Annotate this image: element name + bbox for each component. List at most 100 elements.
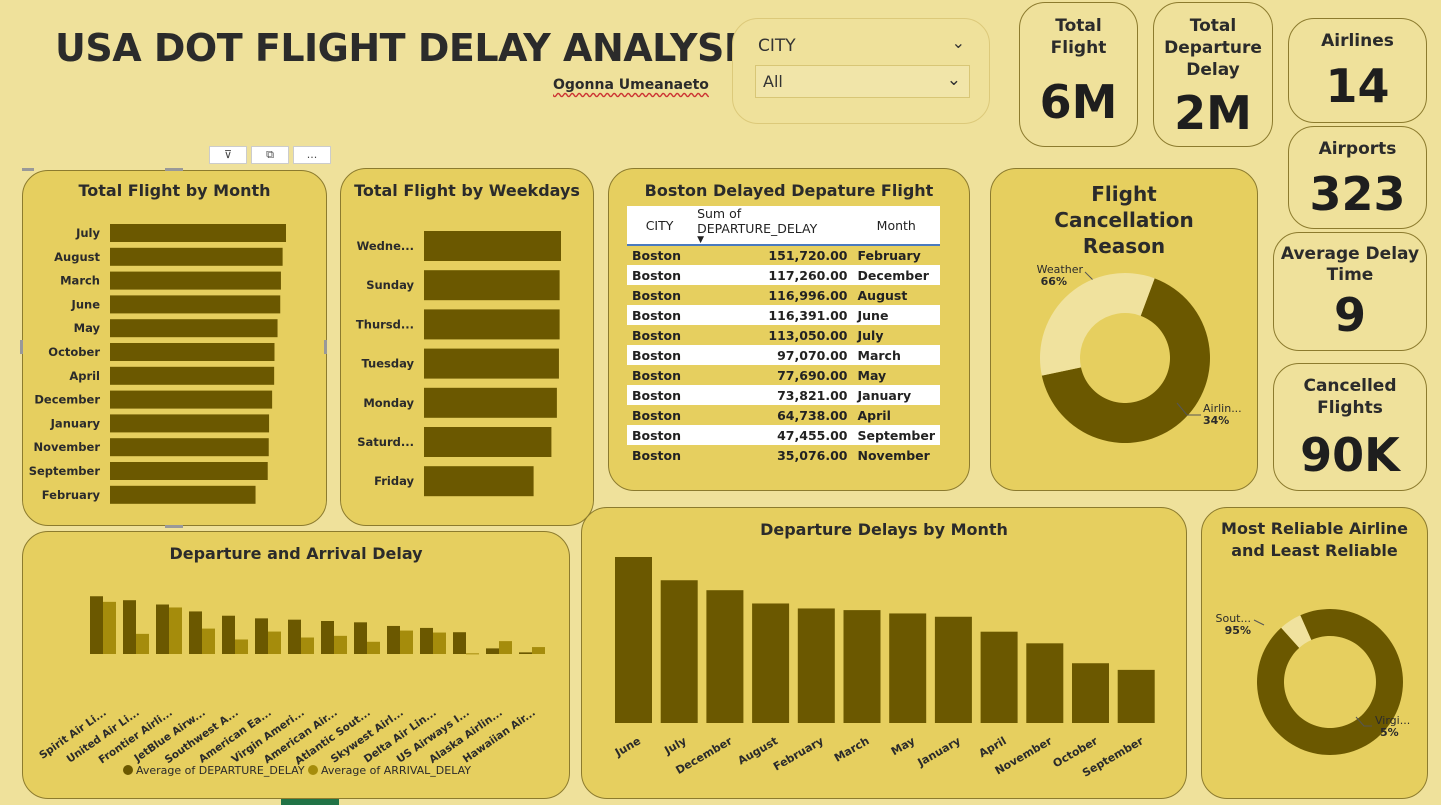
table-row[interactable]: Boston 117,260.00 December xyxy=(627,265,940,285)
cell-city: Boston xyxy=(632,407,682,423)
cell-departure-delay: 35,076.00 xyxy=(777,447,848,463)
reliability-donut-svg: Sout...95% Virgi...5% xyxy=(1216,609,1410,755)
bar-category-label: October xyxy=(48,345,100,359)
chart-departure-arrival-delay[interactable]: Departure and Arrival Delay Spirit Air L… xyxy=(22,531,570,799)
grouped-bar xyxy=(202,628,215,654)
cell-city: Boston xyxy=(627,385,693,405)
bar xyxy=(110,414,270,433)
kpi-cancelled-value: 90K xyxy=(1300,428,1400,482)
grouped-bar xyxy=(268,631,281,654)
donut-slice xyxy=(1041,278,1210,443)
table-row[interactable]: Boston 113,050.00 July xyxy=(627,325,940,345)
donut-slice xyxy=(1281,615,1312,648)
dropdown-arrow-icon[interactable]: ⌄ xyxy=(946,70,961,90)
weekday-bar-svg: Wedne... Sunday Thursd... Tuesday Monday Satu… xyxy=(356,231,561,497)
grouped-bar xyxy=(532,647,545,654)
x-axis-label: February xyxy=(771,734,826,773)
chart-total-flight-by-month[interactable]: Total Flight by Month July August March Jun… xyxy=(22,170,327,526)
bar xyxy=(110,319,278,338)
x-axis-label: June xyxy=(612,734,643,759)
table-row[interactable]: Boston 97,070.00 March xyxy=(627,345,940,365)
chart-title: Total Flight by Month xyxy=(78,181,271,200)
bar xyxy=(1117,669,1155,723)
grouped-bar xyxy=(136,633,149,654)
grouped-bar xyxy=(255,618,268,654)
bar xyxy=(424,231,561,261)
bar xyxy=(424,427,552,457)
chart-departure-delays-by-month[interactable]: Departure Delays by Month June July Decemb… xyxy=(581,507,1187,799)
table-row[interactable]: Boston 64,738.00 April xyxy=(627,405,940,425)
table-row[interactable]: Boston 35,076.00 November xyxy=(627,445,940,465)
table-row[interactable]: Boston 47,455.00 September xyxy=(627,425,940,445)
chart-cancellation-reason[interactable]: Flight Cancellation Reason Weather 66% Air… xyxy=(990,168,1258,491)
column-header-departure-delay[interactable]: Sum of DEPARTURE_DELAY ▼ xyxy=(692,206,853,246)
filter-icon[interactable]: ⊽ xyxy=(209,146,247,164)
page-title: USA DOT FLIGHT DELAY ANALYSIS xyxy=(55,26,765,70)
grouped-bar xyxy=(466,653,479,655)
bar-category-label: June xyxy=(71,297,101,311)
donut-leader-line xyxy=(1253,619,1265,626)
grouped-bar xyxy=(156,604,169,654)
resize-handle[interactable] xyxy=(324,340,327,354)
kpi-total-flight-value: 6M xyxy=(1039,75,1118,129)
cell-departure-delay: 116,391.00 xyxy=(692,305,853,325)
city-dropdown[interactable]: All ⌄ xyxy=(755,65,970,98)
donut-leader-line xyxy=(1176,402,1201,416)
grouped-bar xyxy=(420,627,433,654)
grouped-bar xyxy=(222,615,235,654)
kpi-airlines: Airlines 14 xyxy=(1288,18,1427,123)
grouped-bar xyxy=(519,652,532,654)
bar-category-label: August xyxy=(54,250,100,264)
table-boston-delays[interactable]: Boston Delayed Depature Flight CITY Sum … xyxy=(608,168,970,491)
cell-departure-delay: 64,738.00 xyxy=(777,407,848,423)
kpi-airports-value: 323 xyxy=(1309,167,1406,221)
more-options-icon[interactable]: ... xyxy=(293,146,331,164)
table-row[interactable]: Boston 77,690.00 May xyxy=(627,365,940,385)
cell-departure-delay: 113,050.00 xyxy=(768,327,848,343)
kpi-total-departure-delay: Total Departure Delay 2M xyxy=(1153,2,1273,147)
legend-label: Average of DEPARTURE_DELAY xyxy=(136,764,305,777)
donut-slice-label: Airlin... xyxy=(1203,402,1242,415)
resize-handle[interactable] xyxy=(165,525,183,528)
cell-departure-delay: 47,455.00 xyxy=(692,425,853,445)
slicer-label: CITY xyxy=(758,36,796,56)
resize-handle[interactable] xyxy=(22,168,34,171)
cell-month: June xyxy=(852,305,940,325)
grouped-bar xyxy=(486,648,499,654)
cell-departure-delay: 116,996.00 xyxy=(768,287,848,303)
page-tab-indicator[interactable] xyxy=(281,799,339,805)
bar-category-label: April xyxy=(69,369,100,383)
cell-month: January xyxy=(852,385,940,405)
donut-leader-line xyxy=(1355,716,1372,727)
resize-handle[interactable] xyxy=(20,340,23,354)
kpi-departure-delay-label-1: Total xyxy=(1189,16,1237,36)
chevron-down-icon[interactable]: ⌄ xyxy=(951,33,965,52)
donut-slice-percent: 34% xyxy=(1203,414,1229,427)
column-header-city[interactable]: CITY xyxy=(627,206,693,246)
kpi-average-delay-label-2: Time xyxy=(1326,265,1374,285)
grouped-bar xyxy=(334,635,347,654)
grouped-bar xyxy=(301,637,314,654)
chart-title: Departure and Arrival Delay xyxy=(169,544,423,563)
cell-city: Boston xyxy=(627,305,693,325)
chart-most-reliable-airline[interactable]: Most Reliable Airline and Least Reliable… xyxy=(1201,507,1428,799)
cell-city: Boston xyxy=(632,447,682,463)
table-row[interactable]: Boston 73,821.00 January xyxy=(627,385,940,405)
chart-title: Flight Cancellation Reason xyxy=(1054,182,1194,258)
city-dropdown-value: All xyxy=(763,72,783,91)
chart-title: Departure Delays by Month xyxy=(760,520,1008,539)
dep-arr-bar-svg: Spirit Air Li...United Air Li...Frontier… xyxy=(37,596,545,777)
column-header-month[interactable]: Month xyxy=(852,206,940,246)
chart-total-flight-by-weekdays[interactable]: Total Flight by Weekdays Wedne... Sunday T… xyxy=(340,168,594,526)
table-row[interactable]: Boston 116,391.00 June xyxy=(627,305,940,325)
cell-city: Boston xyxy=(627,265,693,285)
bar xyxy=(424,387,557,418)
cell-city: Boston xyxy=(627,425,693,445)
focus-mode-icon[interactable]: ⧉ xyxy=(251,146,289,164)
table-row[interactable]: Boston 116,996.00 August xyxy=(627,285,940,305)
bar-category-label: Friday xyxy=(374,474,414,488)
bar-category-label: March xyxy=(60,274,100,288)
table-row[interactable]: Boston 151,720.00 February xyxy=(627,245,940,265)
resize-handle[interactable] xyxy=(165,168,183,171)
